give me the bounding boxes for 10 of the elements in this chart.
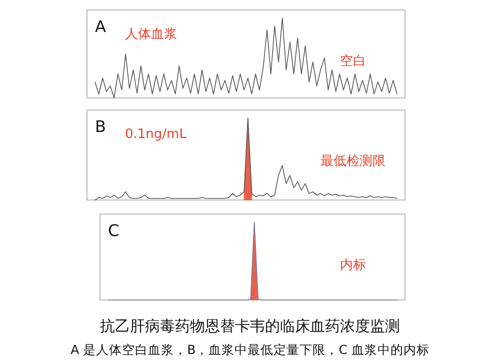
text: 抗乙肝病毒药物恩替卡韦的临床血药浓度监测 [100, 317, 400, 335]
annotation: 内标 [340, 258, 366, 273]
annotation: C [108, 221, 120, 240]
annotation: 空白 [340, 54, 366, 69]
annotation: 0.1ng/mL [125, 127, 188, 142]
annotation: A [95, 17, 106, 36]
text: A 是人体空白血浆，B，血浆中最低定量下限，C 血浆中的内标 [70, 342, 430, 357]
annotation: 人体血浆 [125, 27, 177, 42]
annotation: B [95, 117, 106, 136]
annotation: 最低检测限 [320, 154, 386, 169]
